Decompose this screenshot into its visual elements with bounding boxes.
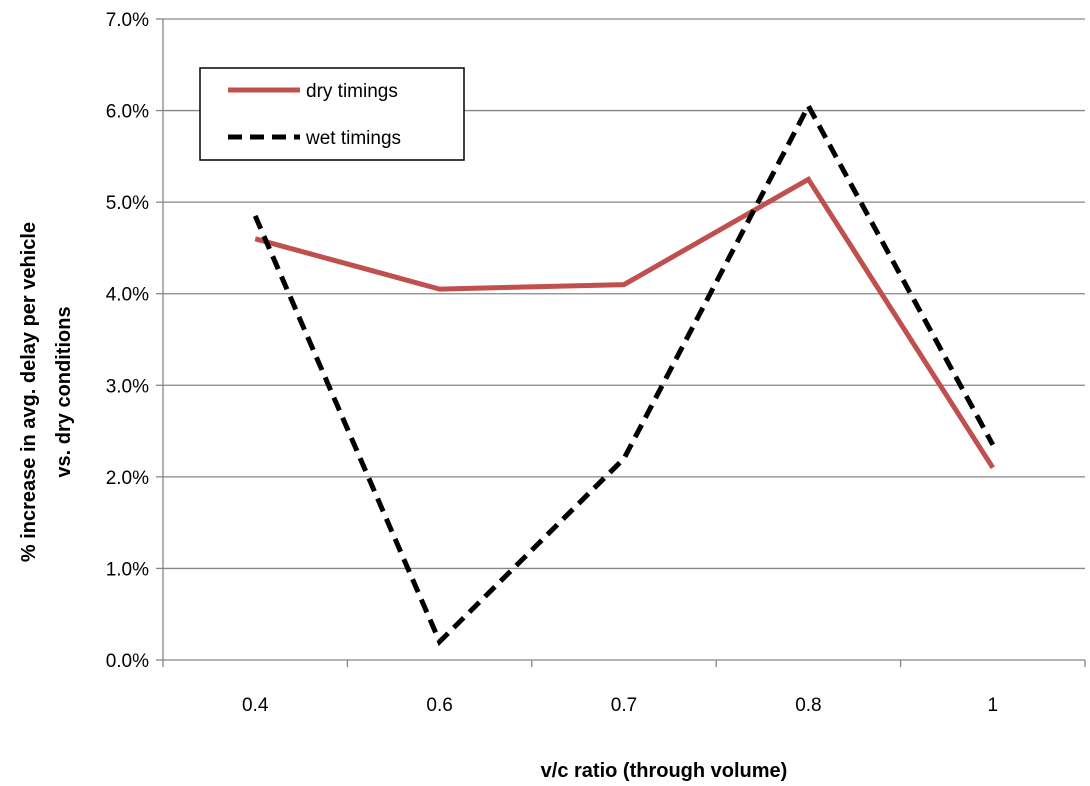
x-tick-label: 0.6	[426, 695, 452, 716]
series-lines	[252, 100, 995, 647]
series-line-dry-timings	[254, 175, 995, 470]
y-tick-label: 4.0%	[106, 285, 149, 306]
y-axis-title-line1: % increase in avg. delay per vehicle	[18, 222, 40, 562]
x-tick-label: 0.7	[611, 695, 637, 716]
legend-label-dry: dry timings	[306, 81, 398, 102]
x-tick-label: 1	[988, 695, 999, 716]
y-tick-label: 3.0%	[106, 376, 149, 397]
y-tick-label: 1.0%	[106, 559, 149, 580]
y-tick-label: 2.0%	[106, 468, 149, 489]
y-tick-label: 5.0%	[106, 193, 149, 214]
series-line-wet-timings	[252, 100, 995, 647]
axes	[156, 18, 1086, 667]
y-tick-label: 0.0%	[106, 651, 149, 672]
y-tick-labels: 0.0% 1.0% 2.0% 3.0% 4.0% 5.0% 6.0% 7.0%	[106, 10, 149, 672]
legend-label-wet: wet timings	[305, 128, 401, 149]
gridlines	[163, 18, 1085, 570]
legend-box	[199, 67, 465, 161]
legend: dry timings wet timings	[199, 67, 465, 161]
x-axis-title: v/c ratio (through volume)	[541, 760, 788, 782]
x-tick-label: 0.4	[242, 695, 269, 716]
x-tick-label: 0.8	[795, 695, 821, 716]
y-axis-title-line2: vs. dry conditions	[53, 306, 75, 477]
y-tick-label: 6.0%	[106, 102, 149, 123]
x-tick-labels: 0.4 0.6 0.7 0.8 1	[242, 695, 998, 716]
y-tick-label: 7.0%	[106, 10, 149, 31]
